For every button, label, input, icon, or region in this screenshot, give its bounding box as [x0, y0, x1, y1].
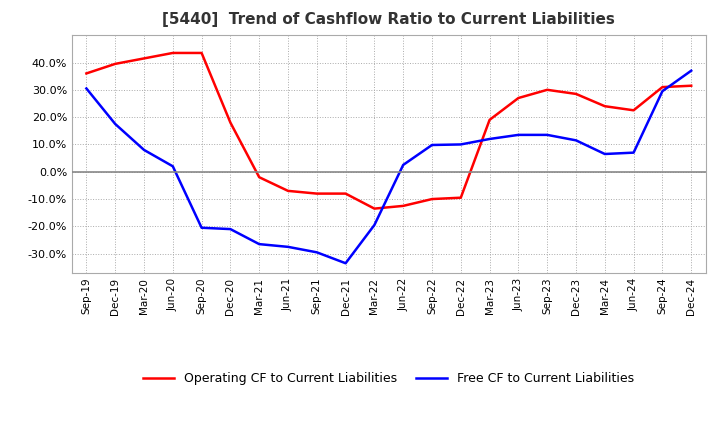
Free CF to Current Liabilities [687, 68, 696, 73]
Operating CF to Current Liabilities [428, 196, 436, 202]
Operating CF to Current Liabilities [485, 117, 494, 122]
Free CF to Current Liabilities [399, 162, 408, 168]
Operating CF to Current Liabilities [284, 188, 292, 194]
Operating CF to Current Liabilities [140, 56, 148, 61]
Operating CF to Current Liabilities [226, 120, 235, 125]
Free CF to Current Liabilities [543, 132, 552, 138]
Title: [5440]  Trend of Cashflow Ratio to Current Liabilities: [5440] Trend of Cashflow Ratio to Curren… [163, 12, 615, 27]
Free CF to Current Liabilities [284, 244, 292, 249]
Operating CF to Current Liabilities [111, 61, 120, 66]
Line: Operating CF to Current Liabilities: Operating CF to Current Liabilities [86, 53, 691, 209]
Operating CF to Current Liabilities [543, 87, 552, 92]
Free CF to Current Liabilities [226, 227, 235, 232]
Free CF to Current Liabilities [197, 225, 206, 231]
Operating CF to Current Liabilities [687, 83, 696, 88]
Operating CF to Current Liabilities [600, 103, 609, 109]
Operating CF to Current Liabilities [82, 71, 91, 76]
Free CF to Current Liabilities [168, 164, 177, 169]
Line: Free CF to Current Liabilities: Free CF to Current Liabilities [86, 71, 691, 263]
Free CF to Current Liabilities [514, 132, 523, 138]
Operating CF to Current Liabilities [629, 108, 638, 113]
Free CF to Current Liabilities [658, 88, 667, 94]
Free CF to Current Liabilities [312, 249, 321, 255]
Free CF to Current Liabilities [82, 86, 91, 91]
Operating CF to Current Liabilities [370, 206, 379, 211]
Free CF to Current Liabilities [572, 138, 580, 143]
Operating CF to Current Liabilities [658, 84, 667, 90]
Free CF to Current Liabilities [629, 150, 638, 155]
Operating CF to Current Liabilities [456, 195, 465, 200]
Operating CF to Current Liabilities [197, 50, 206, 55]
Operating CF to Current Liabilities [572, 91, 580, 96]
Operating CF to Current Liabilities [168, 50, 177, 55]
Free CF to Current Liabilities [600, 151, 609, 157]
Free CF to Current Liabilities [255, 242, 264, 247]
Legend: Operating CF to Current Liabilities, Free CF to Current Liabilities: Operating CF to Current Liabilities, Fre… [138, 367, 639, 390]
Operating CF to Current Liabilities [312, 191, 321, 196]
Operating CF to Current Liabilities [255, 175, 264, 180]
Free CF to Current Liabilities [428, 143, 436, 148]
Free CF to Current Liabilities [370, 222, 379, 227]
Free CF to Current Liabilities [456, 142, 465, 147]
Free CF to Current Liabilities [140, 147, 148, 153]
Free CF to Current Liabilities [341, 260, 350, 266]
Free CF to Current Liabilities [485, 136, 494, 142]
Operating CF to Current Liabilities [514, 95, 523, 101]
Free CF to Current Liabilities [111, 121, 120, 127]
Operating CF to Current Liabilities [399, 203, 408, 209]
Operating CF to Current Liabilities [341, 191, 350, 196]
